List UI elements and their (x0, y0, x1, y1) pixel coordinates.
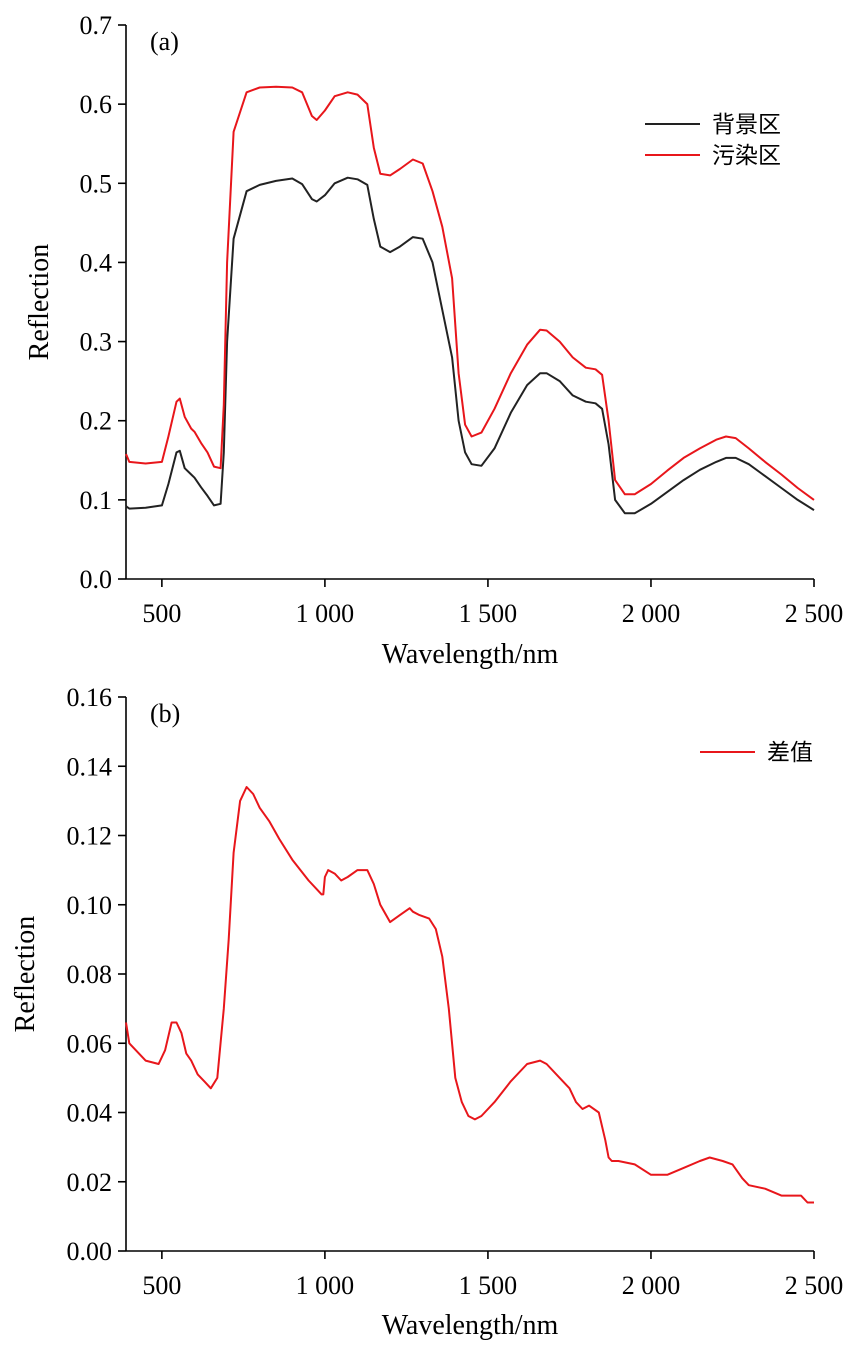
x-tick-label: 1 000 (296, 1271, 355, 1300)
y-tick-label: 0.6 (80, 90, 113, 119)
y-tick-label: 0.7 (80, 11, 113, 40)
y-tick-label: 0.08 (67, 960, 113, 989)
x-tick-label: 1 000 (296, 599, 355, 628)
y-tick-label: 0.02 (67, 1168, 113, 1197)
y-tick-label: 0.2 (80, 407, 113, 436)
panel-label: (a) (150, 27, 179, 56)
y-tick-label: 0.5 (80, 169, 113, 198)
x-tick-label: 2 500 (785, 1271, 844, 1300)
x-tick-label: 2 000 (622, 1271, 681, 1300)
y-axis-title: Reflection (24, 244, 55, 361)
y-tick-label: 0.3 (80, 328, 113, 357)
legend-label: 污染区 (712, 143, 781, 169)
y-tick-label: 0.16 (67, 683, 113, 712)
panel-b: 0.00 0.02 0.04 0.06 0.08 0.10 0.12 0.14 0.16 500 1… (10, 683, 843, 1341)
y-tick-label: 0.04 (67, 1099, 113, 1128)
series-line (125, 786, 814, 1204)
series-line (125, 85, 815, 501)
legend-label: 背景区 (712, 112, 781, 138)
x-tick-label: 1 500 (459, 1271, 518, 1300)
x-tick-label: 2 000 (622, 599, 681, 628)
x-tick-label: 1 500 (459, 599, 518, 628)
x-axis-title: Wavelength/nm (382, 1310, 559, 1341)
x-tick-label: 500 (142, 599, 181, 628)
y-tick-label: 0.00 (67, 1237, 113, 1266)
y-tick-label: 0.06 (67, 1029, 113, 1058)
y-tick-label: 0.14 (67, 752, 113, 781)
y-tick-label: 0.0 (80, 565, 113, 594)
y-tick-label: 0.12 (67, 822, 113, 851)
panel-label: (b) (150, 699, 180, 728)
series-line (125, 176, 815, 515)
y-tick-label: 0.10 (67, 891, 113, 920)
x-tick-label: 2 500 (785, 599, 844, 628)
y-tick-label: 0.4 (80, 248, 113, 277)
y-axis-title: Reflection (10, 916, 41, 1033)
legend-label: 差值 (767, 740, 813, 766)
x-axis-title: Wavelength/nm (382, 639, 559, 670)
y-tick-label: 0.1 (80, 486, 113, 515)
panel-a: 0.0 0.1 0.2 0.3 0.4 0.5 0.6 0.7 500 1 000 1 500 2 0… (24, 11, 843, 670)
x-tick-label: 500 (142, 1271, 181, 1300)
